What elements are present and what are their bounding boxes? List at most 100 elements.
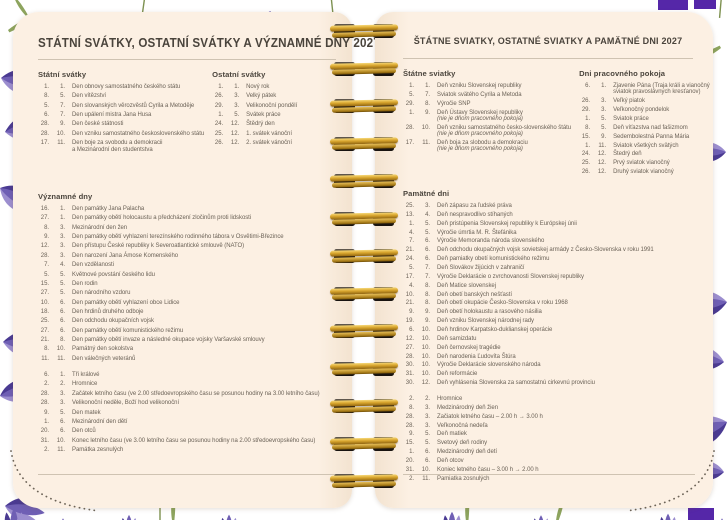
section-dni-pracovneho-pokoja: Dni pracovného pokoja 6. 1. Zjavenie Pán…: [579, 69, 710, 181]
day-number: 8.: [409, 404, 414, 411]
holiday-label-line: Sviatok všetkých svätých: [613, 142, 679, 149]
holiday-label-line: Deň víťazstva nad fašizmom: [613, 124, 688, 131]
month-number: 6.: [60, 299, 65, 306]
holiday-label: Květnové povstání českého lidu: [69, 272, 336, 278]
spiral-binding: [329, 0, 399, 520]
holiday-label-line: Deň černovskej tragédie: [437, 344, 501, 351]
holiday-label: Den obnovy samostatného českého státu: [69, 84, 204, 90]
day-number: 27.: [405, 344, 414, 351]
day-number: 8.: [44, 93, 49, 100]
holiday-label: Velikonoční neděle, Boží hod velikonoční: [69, 400, 336, 406]
holiday-label: Výročie SNP: [434, 101, 571, 107]
holiday-label: Deň Matice slovenskej: [434, 283, 693, 289]
holiday-row: 29. 3. Veľkonočný pondelok: [579, 107, 710, 113]
day-number: 31.: [40, 437, 49, 444]
holiday-label-line2: a Mezinárodní den studentstva: [72, 146, 153, 153]
month-number: 9.: [425, 109, 430, 116]
holiday-label: Hromnice: [434, 396, 693, 402]
holiday-row: 15. 5. Den rodin: [38, 281, 336, 287]
month-number: 11.: [57, 355, 65, 362]
holiday-note: (nie je dňom pracovného pokoja): [437, 115, 523, 122]
month-number: 10.: [421, 362, 430, 369]
holiday-label: Deň Slovákov žijúcich v zahraničí: [434, 265, 693, 271]
holiday-label: Štedrý deň: [610, 151, 710, 157]
month-number: 5.: [60, 280, 65, 287]
left-page: STÁTNÍ SVÁTKY, OSTATNÍ SVÁTKY A VÝZNAMNÉ…: [13, 12, 380, 508]
spiral-wire: [331, 255, 397, 262]
holiday-label: Den rodin: [69, 281, 336, 287]
holiday-label-line: Deň zápasu za ľudské práva: [437, 203, 512, 209]
day-number: 5.: [44, 102, 49, 109]
holiday-label-line: Výročie Deklarácie slovenského národa: [437, 362, 541, 369]
holiday-row: 28. 3. Velikonoční neděle, Boží hod veli…: [38, 400, 336, 406]
holiday-label: Nový rok: [243, 84, 336, 90]
month-number: 6.: [425, 238, 430, 245]
month-number: 8.: [425, 282, 430, 289]
holiday-list: 1. 1. Deň vzniku Slovenskej republiky 5.…: [403, 83, 571, 153]
holiday-label: Deň víťazstva nad fašizmom: [610, 125, 710, 131]
month-number: 12.: [597, 160, 607, 167]
holiday-row: 26. 3. Velký pátek: [212, 93, 336, 99]
holiday-label-line: Den obnovy samostatného českého státu: [72, 84, 181, 90]
day-number: 28.: [405, 353, 414, 360]
month-number: 6.: [425, 458, 430, 465]
holiday-label: Deň vzniku Slovenskej republiky: [434, 83, 571, 89]
month-number: 8.: [425, 300, 430, 307]
month-number: 11.: [598, 142, 607, 149]
month-number: 10.: [421, 335, 430, 342]
day-number: 15.: [405, 440, 414, 447]
holiday-label: Den památky Jana Palacha: [69, 206, 336, 212]
day-number: 27.: [40, 290, 49, 297]
spiral-ring: [329, 397, 399, 416]
holiday-label: Mezinárodní den žen: [69, 225, 336, 231]
holiday-label-line: Veľký piatok: [613, 98, 645, 105]
holiday-label-line: Výročie SNP: [437, 100, 471, 107]
holiday-row: 21. 8. Deň obetí okupácie Česko-Slovensk…: [403, 300, 693, 306]
holiday-row: 8. 3. Medzinárodný deň žien: [403, 405, 693, 411]
spiral-ring: [329, 97, 399, 116]
day-number: 16.: [40, 206, 49, 212]
right-page-columns: Štátne sviatky 1. 1. Deň vzniku Slovensk…: [403, 69, 710, 181]
holiday-label-line: Medzinárodný deň žien: [437, 404, 498, 411]
holiday-label: Sviatok všetkých svätých: [610, 143, 710, 149]
holiday-label: Výročie Deklarácie o zvrchovanosti Slove…: [434, 274, 693, 280]
holiday-label: Deň obetí banských nešťastí: [434, 292, 693, 298]
month-number: 11.: [57, 446, 65, 453]
holiday-label-line: Den památky obětí komunistického režimu: [72, 327, 184, 334]
day-number: 25.: [40, 318, 49, 325]
holiday-label-line: Deň hrdinov Karpatsko-duklianskej operác…: [437, 327, 553, 334]
section-ostatni-svatky: Ostatní svátky 1. 1. Nový rok 26. 3. Vel…: [212, 70, 336, 178]
holiday-label-line: Svetový deň rodiny: [437, 440, 488, 447]
holiday-row: 27. 10. Deň černovskej tragédie: [403, 345, 693, 351]
month-number: 1.: [234, 84, 240, 90]
holiday-row: 1. 1. Deň vzniku Slovenskej republiky: [403, 83, 571, 89]
holiday-label-line: Den národního vzdoru: [72, 290, 131, 297]
holiday-row: 6. 1. Tři králové: [38, 372, 336, 378]
holiday-row: 10. 6. Den památky obětí vyhlazení obce …: [38, 300, 336, 306]
holiday-label: 2. svátek vánoční: [243, 140, 336, 146]
day-number: 8.: [585, 124, 591, 131]
holiday-label-line: Den hrdinů druhého odboje: [72, 308, 144, 315]
month-number: 5.: [425, 431, 430, 438]
holiday-row: 8. 3. Mezinárodní den žen: [38, 225, 336, 231]
month-number: 8.: [425, 100, 430, 107]
holiday-label: Deň nespravodlivo stíhaných: [434, 212, 693, 218]
holiday-row: 7. 4. Den vzdělanosti: [38, 262, 336, 268]
holiday-label: Tři králové: [69, 372, 336, 378]
holiday-label-line: Den vzniku samostatného československého…: [72, 130, 205, 137]
holiday-row: 29. 3. Velikonoční pondělí: [212, 103, 336, 109]
spiral-ring: [329, 60, 399, 79]
spiral-wire: [331, 405, 397, 412]
holiday-row: 1. 5. Deň pristúpenia Slovenskej republi…: [403, 221, 693, 227]
holiday-label: Den upálení mistra Jana Husa: [69, 112, 204, 118]
holiday-label: Deň obetí okupácie Česko-Slovenska v rok…: [434, 300, 693, 306]
day-number: 1.: [409, 220, 414, 227]
holiday-label-line: Deň vzniku Slovenskej republiky: [437, 83, 522, 89]
holiday-row: 8. 5. Den vítězství: [38, 93, 204, 99]
section-heading-dni-pracovneho-pokoja: Dni pracovného pokoja: [579, 69, 666, 78]
month-number: 12.: [230, 140, 240, 147]
holiday-label: Den matek: [69, 410, 336, 416]
holiday-row: 26. 12. Druhý sviatok vianočný: [579, 169, 710, 175]
month-number: 11.: [57, 140, 65, 147]
holiday-row: 6. 1. Zjavenie Pána (Traja králi a viano…: [579, 83, 710, 96]
